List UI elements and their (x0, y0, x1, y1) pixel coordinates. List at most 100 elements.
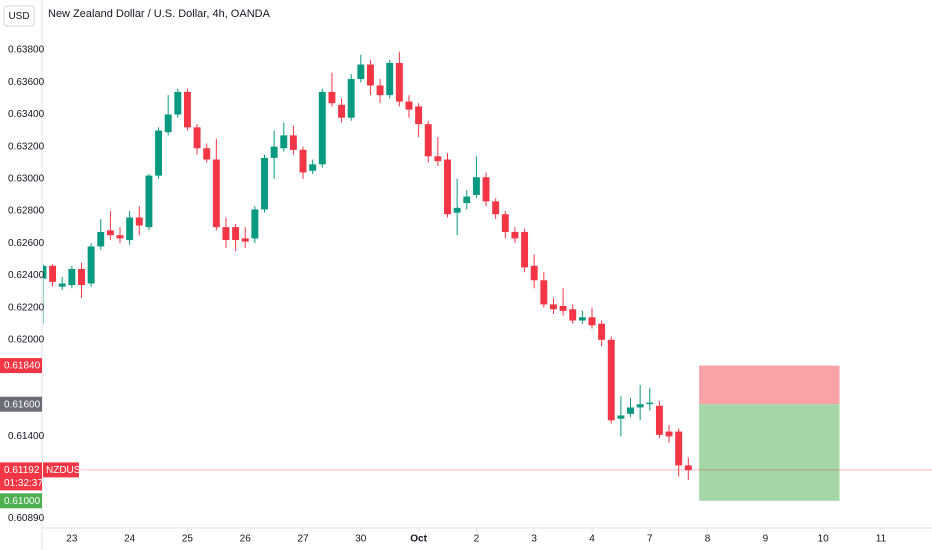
candle-body (68, 268, 76, 286)
candle-body (511, 231, 519, 239)
candle-body (415, 106, 423, 125)
y-tick-label: 0.63600 (8, 77, 45, 88)
candle-body (174, 91, 182, 115)
candle-body (212, 159, 220, 228)
candle-body (241, 238, 249, 242)
x-tick-label: 27 (297, 534, 309, 545)
candle-body (463, 196, 471, 203)
candle-body (87, 246, 95, 284)
entry-label: 0.61600 (4, 399, 41, 410)
target-zone (699, 404, 840, 501)
candle-body (453, 207, 461, 213)
plot-area (43, 51, 932, 501)
candle-body (357, 64, 365, 80)
x-tick-label: 23 (66, 534, 78, 545)
candle-body (318, 91, 326, 165)
currency[interactable]: USD (8, 11, 29, 22)
candle-body (675, 431, 683, 466)
x-tick-label: 11 (876, 534, 887, 545)
symbol-badge (43, 462, 79, 478)
x-tick-label: Oct (410, 534, 427, 545)
candle-body (444, 159, 451, 215)
x-tick-label: 7 (647, 534, 653, 545)
candle-body (607, 339, 615, 421)
candle-body (530, 265, 538, 281)
y-tick-label: 0.63200 (8, 141, 45, 152)
y-tick-label: 0.62800 (8, 206, 45, 217)
candle-body (309, 164, 317, 171)
candle-body (472, 177, 480, 195)
candle-body (135, 217, 143, 226)
x-tick-label: 24 (124, 534, 136, 545)
x-tick-label: 10 (818, 534, 830, 545)
candle-body (232, 227, 240, 241)
currency-box[interactable] (3, 5, 35, 27)
candle-body (617, 415, 625, 419)
y-tick-label: 0.62000 (8, 334, 45, 345)
candle-body (338, 104, 346, 118)
candle-body (203, 148, 211, 160)
candle-body (183, 91, 191, 128)
y-tick-label: 0.61400 (8, 431, 45, 442)
last-price-label: 0.61192 (4, 465, 40, 476)
target-badge (0, 493, 42, 509)
candle-body (665, 431, 673, 437)
candle-body (636, 404, 644, 408)
candle-body (559, 306, 567, 311)
countdown: 01:32:37 (4, 478, 43, 489)
x-tick-label: 26 (240, 534, 252, 545)
x-tick-label: 30 (355, 534, 367, 545)
y-tick-label: 0.62200 (8, 302, 45, 313)
candle-body (222, 227, 230, 241)
last-price-badge (0, 462, 42, 491)
candle-body (193, 127, 201, 149)
symbol-label: NZDUSD (46, 465, 88, 476)
target-label: 0.61000 (4, 496, 41, 507)
candle-body (598, 323, 606, 340)
candle-body (328, 91, 336, 104)
chart-title: New Zealand Dollar / U.S. Dollar, 4h, OA… (48, 8, 271, 20)
candle-body (155, 130, 163, 176)
candle-body (627, 407, 634, 414)
stop-zone (699, 365, 840, 405)
candle-body (540, 280, 548, 305)
candle-body (289, 135, 297, 150)
x-tick-label: 25 (182, 534, 194, 545)
candle-body (492, 201, 500, 215)
candle-body (424, 124, 432, 157)
y-tick-label: 0.60890 (8, 513, 45, 524)
candle-body (655, 405, 663, 435)
stop-badge (0, 358, 42, 374)
candle-body (97, 231, 105, 247)
entry-badge (0, 396, 42, 412)
candle-body (569, 309, 577, 321)
candle-body (261, 157, 268, 210)
y-tick-label: 0.63800 (8, 45, 45, 56)
candle-body (482, 177, 490, 202)
candle-body (43, 265, 47, 279)
candle-body (684, 465, 692, 471)
candle-body (646, 402, 654, 405)
candle-body (386, 62, 394, 96)
candle-body (126, 217, 134, 241)
candle-body (376, 85, 384, 96)
y-tick-label: 0.62600 (8, 238, 45, 249)
candle-body (366, 64, 374, 86)
candle-body (578, 317, 586, 321)
x-tick-label: 2 (474, 534, 480, 545)
candle-body (588, 317, 596, 326)
candle-body (521, 231, 529, 268)
x-tick-label: 4 (589, 534, 595, 545)
candle-body (501, 214, 509, 232)
candle-body (251, 209, 259, 239)
x-tick-label: 8 (705, 534, 711, 545)
x-tick-label: 9 (763, 534, 769, 545)
candle-body (58, 283, 66, 287)
candle-body (49, 265, 57, 282)
y-tick-label: 0.63400 (8, 109, 45, 120)
candle-body (106, 230, 114, 236)
candle-body (405, 101, 413, 110)
x-tick-label: 3 (531, 534, 537, 545)
